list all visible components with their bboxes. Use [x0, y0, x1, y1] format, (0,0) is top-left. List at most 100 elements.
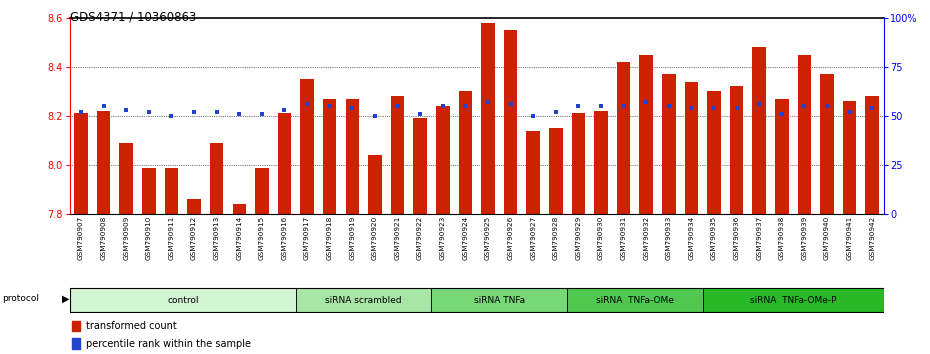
- Point: [525, 113, 540, 119]
- Point: [549, 109, 564, 115]
- Point: [187, 109, 202, 115]
- Point: [435, 103, 450, 109]
- Text: GSM790940: GSM790940: [824, 216, 830, 260]
- Point: [751, 101, 766, 107]
- Point: [345, 105, 360, 111]
- Point: [413, 111, 428, 117]
- Point: [96, 103, 111, 109]
- Bar: [413, 118, 427, 214]
- Bar: [323, 99, 337, 214]
- Text: protocol: protocol: [2, 294, 39, 303]
- Point: [797, 103, 812, 109]
- Point: [729, 105, 744, 111]
- Bar: [594, 111, 607, 214]
- Bar: [798, 55, 811, 214]
- Text: GSM790912: GSM790912: [191, 216, 197, 260]
- Text: GSM790909: GSM790909: [124, 216, 129, 260]
- Bar: [526, 131, 540, 214]
- Bar: [843, 101, 857, 214]
- Text: GSM790942: GSM790942: [870, 216, 875, 260]
- Text: GSM790938: GSM790938: [778, 216, 785, 260]
- Point: [661, 103, 676, 109]
- Text: siRNA scrambled: siRNA scrambled: [326, 296, 402, 304]
- Text: siRNA TNFa: siRNA TNFa: [473, 296, 525, 304]
- Point: [141, 109, 156, 115]
- Text: GSM790918: GSM790918: [326, 216, 333, 260]
- Bar: [97, 111, 111, 214]
- Text: GDS4371 / 10360863: GDS4371 / 10360863: [70, 11, 196, 24]
- Point: [684, 105, 698, 111]
- Bar: [752, 47, 766, 214]
- Bar: [72, 338, 80, 349]
- Point: [571, 103, 586, 109]
- Bar: [617, 62, 631, 214]
- Bar: [296, 288, 432, 312]
- Text: GSM790908: GSM790908: [100, 216, 107, 260]
- Point: [775, 111, 790, 117]
- Text: GSM790910: GSM790910: [146, 216, 152, 260]
- Text: GSM790914: GSM790914: [236, 216, 243, 260]
- Point: [277, 107, 292, 113]
- Text: GSM790933: GSM790933: [666, 216, 671, 260]
- Text: GSM790921: GSM790921: [394, 216, 401, 260]
- Bar: [730, 86, 743, 214]
- Bar: [119, 143, 133, 214]
- Bar: [639, 55, 653, 214]
- Bar: [684, 81, 698, 214]
- Text: GSM790928: GSM790928: [552, 216, 559, 260]
- Text: ▶: ▶: [62, 294, 70, 304]
- Text: GSM790926: GSM790926: [508, 216, 513, 260]
- Bar: [278, 114, 291, 214]
- Point: [639, 99, 654, 105]
- Text: GSM790924: GSM790924: [462, 216, 469, 260]
- Text: GSM790922: GSM790922: [418, 216, 423, 260]
- Point: [843, 109, 857, 115]
- Bar: [70, 288, 296, 312]
- Point: [232, 111, 246, 117]
- Text: GSM790937: GSM790937: [756, 216, 763, 260]
- Text: siRNA  TNFa-OMe: siRNA TNFa-OMe: [596, 296, 674, 304]
- Text: GSM790931: GSM790931: [620, 216, 627, 260]
- Point: [819, 103, 834, 109]
- Point: [299, 101, 314, 107]
- Text: transformed count: transformed count: [86, 321, 177, 331]
- Bar: [210, 143, 223, 214]
- Text: GSM790915: GSM790915: [259, 216, 265, 260]
- Point: [323, 103, 338, 109]
- Text: GSM790936: GSM790936: [734, 216, 739, 260]
- Text: GSM790919: GSM790919: [350, 216, 355, 260]
- Bar: [432, 288, 567, 312]
- Bar: [567, 288, 703, 312]
- Text: GSM790925: GSM790925: [485, 216, 491, 260]
- Bar: [866, 96, 879, 214]
- Bar: [165, 167, 179, 214]
- Point: [209, 109, 224, 115]
- Text: GSM790929: GSM790929: [576, 216, 581, 260]
- Bar: [74, 114, 87, 214]
- Bar: [458, 91, 472, 214]
- Text: percentile rank within the sample: percentile rank within the sample: [86, 339, 251, 349]
- Text: siRNA  TNFa-OMe-P: siRNA TNFa-OMe-P: [750, 296, 836, 304]
- Point: [458, 103, 472, 109]
- Bar: [662, 74, 675, 214]
- Bar: [436, 106, 449, 214]
- Text: GSM790934: GSM790934: [688, 216, 695, 260]
- Bar: [504, 30, 517, 214]
- Bar: [300, 79, 313, 214]
- Point: [119, 107, 134, 113]
- Text: control: control: [167, 296, 198, 304]
- Bar: [368, 155, 381, 214]
- Bar: [255, 167, 269, 214]
- Text: GSM790916: GSM790916: [282, 216, 287, 260]
- Point: [593, 103, 608, 109]
- Text: GSM790911: GSM790911: [168, 216, 175, 260]
- Text: GSM790920: GSM790920: [372, 216, 378, 260]
- Text: GSM790913: GSM790913: [214, 216, 219, 260]
- Point: [707, 105, 722, 111]
- Point: [73, 109, 88, 115]
- Bar: [572, 114, 585, 214]
- Bar: [775, 99, 789, 214]
- Bar: [346, 99, 359, 214]
- Text: GSM790930: GSM790930: [598, 216, 604, 260]
- Point: [367, 113, 382, 119]
